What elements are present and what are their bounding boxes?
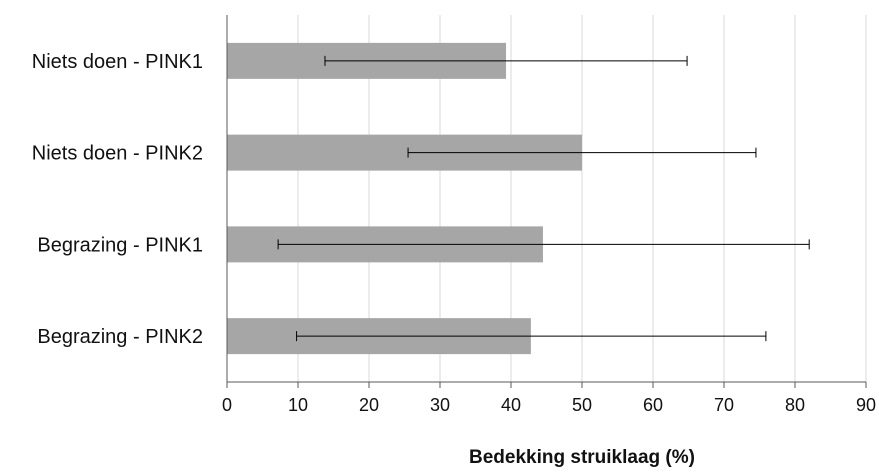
error-bars (277, 55, 810, 342)
x-tick-label: 90 (856, 395, 876, 415)
x-tick-label: 70 (714, 395, 734, 415)
x-tick-label: 0 (222, 395, 232, 415)
x-tick-label: 50 (572, 395, 592, 415)
axes (226, 15, 867, 388)
x-tick-label: 30 (430, 395, 450, 415)
category-label: Begrazing - PINK1 (37, 234, 203, 256)
x-axis-title: Bedekking struiklaag (%) (469, 447, 695, 468)
bars (227, 42, 582, 355)
x-tick-label: 80 (785, 395, 805, 415)
labels: 0 10 20 30 40 50 60 70 80 90 Niets doen - PINK1 Nie… (32, 51, 876, 415)
category-label: Niets doen - PINK1 (32, 51, 203, 73)
x-tick-label: 10 (288, 395, 308, 415)
x-tick-label: 60 (643, 395, 663, 415)
x-tick-label: 40 (501, 395, 521, 415)
x-tick-label: 20 (359, 395, 379, 415)
category-label: Niets doen - PINK2 (32, 143, 203, 165)
category-label: Begrazing - PINK2 (37, 326, 203, 348)
